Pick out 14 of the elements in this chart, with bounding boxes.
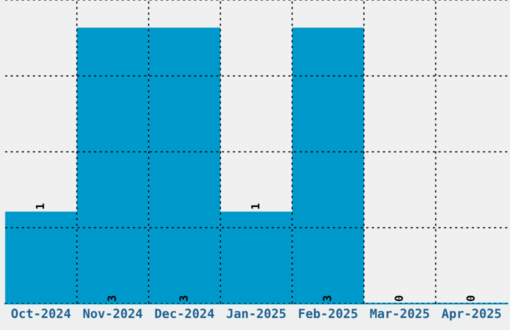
x-tick-label: Mar-2025 — [370, 308, 430, 318]
data-label: 1 — [36, 204, 44, 209]
data-label: 3 — [108, 296, 116, 302]
x-tick-label: Nov-2024 — [83, 308, 142, 318]
x-tick-label: Apr-2025 — [442, 308, 501, 321]
x-tick-label: Oct-2024 — [11, 308, 71, 318]
data-label: 0 — [394, 296, 404, 302]
data-label: 3 — [322, 296, 332, 302]
data-label: 0 — [466, 296, 475, 302]
x-tick-label: Dec-2024 — [155, 308, 214, 318]
data-label: 3 — [179, 296, 188, 302]
x-tick-label: Feb-2025 — [299, 308, 358, 318]
data-label: 1 — [251, 204, 260, 209]
x-tick-label: Jan-2025 — [226, 308, 286, 318]
